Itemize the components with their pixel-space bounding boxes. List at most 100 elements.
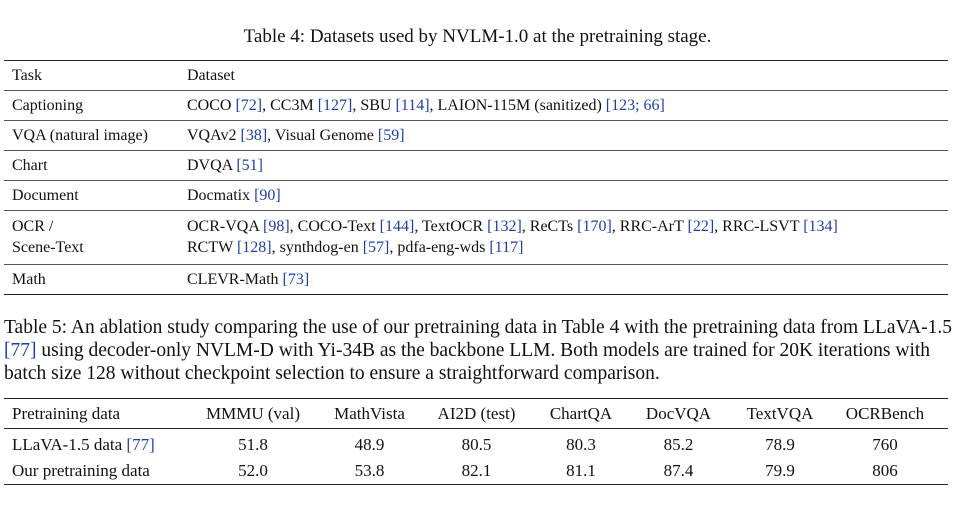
row-label: LLaVA-1.5 data [77]	[4, 435, 186, 455]
row-divider	[4, 150, 948, 151]
citation: [57]	[362, 239, 390, 256]
value-cell: 48.9	[354, 435, 385, 454]
value-cell: 51.8	[238, 435, 268, 454]
text-segment: , synthdog-en	[271, 239, 363, 256]
column-header: AI2D (test)	[437, 403, 516, 423]
citation: [22]	[687, 218, 715, 235]
text-segment: , TextOCR	[414, 218, 488, 235]
text-segment: Docmatix	[187, 186, 255, 204]
table-row: VQA (natural image) VQAv2 [38], Visual Ge…	[4, 121, 948, 150]
text-segment: VQAv2	[187, 126, 241, 144]
citation: [77]	[4, 340, 37, 361]
text-segment: COCO	[187, 96, 236, 114]
value-cell: 760	[872, 435, 898, 454]
row-divider	[4, 120, 948, 121]
text-segment: RCTW	[187, 239, 237, 256]
task-cell: VQA (natural image)	[12, 126, 148, 144]
citation: [117]	[489, 239, 524, 256]
task-line: Scene-Text	[12, 239, 84, 256]
table4-caption: Table 4: Datasets used by NVLM-1.0 at th…	[243, 26, 712, 47]
value-cell: 87.4	[663, 461, 694, 480]
table-row: Chart DVQA [51]	[4, 151, 948, 180]
row-divider	[4, 264, 948, 265]
text-segment: , RRC-LSVT	[714, 218, 804, 235]
text-segment: , CC3M	[262, 96, 318, 114]
table-row: Captioning COCO [72], CC3M [127], SBU [11…	[4, 91, 948, 120]
citation: [90]	[254, 186, 281, 204]
dataset-cell: OCR-VQA [98], COCO-Text [144], TextOCR […	[187, 216, 948, 258]
citation: [132]	[487, 218, 522, 235]
table-row: Math CLEVR-Math [73]	[4, 265, 948, 294]
text-segment: Table 5: An ablation study comparing the…	[4, 317, 953, 338]
dataset-cell: VQAv2 [38], Visual Genome [59]	[187, 127, 948, 145]
top-rule	[4, 398, 948, 399]
text-segment: , RRC-ArT	[611, 218, 688, 235]
value-cell: 53.8	[354, 461, 385, 480]
value-cell: 79.9	[765, 461, 795, 480]
table-row: Our pretraining data 52.0 53.8 82.1 81.1 87.4…	[4, 458, 948, 484]
header-task: Task	[12, 66, 42, 84]
citation: [144]	[379, 218, 415, 235]
value-cell: 806	[872, 461, 898, 480]
value-cell: 80.5	[461, 435, 492, 454]
task-line: OCR /	[12, 218, 54, 235]
row-divider	[4, 90, 948, 91]
citation: [38]	[240, 126, 268, 144]
bottom-rule	[4, 294, 948, 295]
task-cell: Chart	[12, 156, 48, 174]
text-segment: , pdfa-eng-wds	[389, 239, 490, 256]
citation: [51]	[236, 156, 263, 174]
dataset-cell: Docmatix [90]	[187, 187, 948, 205]
bottom-rule	[4, 484, 948, 485]
citation: [114]	[395, 96, 430, 114]
text-segment: , Visual Genome	[267, 126, 378, 144]
column-header: OCRBench	[845, 403, 925, 423]
citation: [127]	[317, 96, 353, 114]
mid-rule	[4, 428, 948, 429]
table4: Task Dataset Captioning COCO [72], CC3M […	[4, 60, 948, 295]
dataset-line: OCR-VQA [98], COCO-Text [144], TextOCR […	[187, 216, 948, 237]
value-cell: 52.0	[238, 461, 268, 480]
task-cell: Document	[12, 186, 79, 204]
text-segment: using decoder-only NVLM-D with Yi-34B as…	[4, 340, 931, 384]
row-label: Our pretraining data	[4, 461, 186, 481]
table-row: OCR / Scene-Text OCR-VQA [98], COCO-Text […	[4, 211, 948, 264]
citation: [73]	[282, 270, 310, 288]
text-segment: LLaVA-1.5 data	[12, 435, 127, 454]
text-segment: , SBU	[352, 96, 396, 114]
citation: [134]	[803, 218, 838, 235]
citation: [72]	[235, 96, 263, 114]
column-header: TextVQA	[746, 403, 814, 423]
table5-caption: Table 5: An ablation study comparing the…	[4, 316, 954, 385]
citation: [170]	[577, 218, 612, 235]
dataset-cell: CLEVR-Math [73]	[187, 271, 948, 289]
text-segment: , LAION-115M (sanitized)	[429, 96, 606, 114]
text-segment: , ReCTs	[521, 218, 578, 235]
task-cell: OCR / Scene-Text	[4, 216, 187, 258]
text-segment: , COCO-Text	[289, 218, 380, 235]
column-header: DocVQA	[645, 403, 712, 423]
text-segment: CLEVR-Math	[187, 270, 283, 288]
table-row: Document Docmatix [90]	[4, 181, 948, 210]
value-cell: 80.3	[566, 435, 596, 454]
text-segment: OCR-VQA	[187, 218, 264, 235]
citation: [59]	[377, 126, 405, 144]
row-divider	[4, 180, 948, 181]
task-cell: Math	[12, 270, 46, 288]
table5-header: Pretraining data MMMU (val) MathVista AI2D …	[4, 399, 948, 428]
value-cell: 81.1	[566, 461, 596, 480]
citation: [77]	[126, 435, 155, 454]
value-cell: 78.9	[765, 435, 795, 454]
table-row: LLaVA-1.5 data [77] 51.8 48.9 80.5 80.3 85.2 7…	[4, 432, 948, 458]
dataset-line: RCTW [128], synthdog-en [57], pdfa-eng-w…	[187, 237, 948, 258]
dataset-cell: COCO [72], CC3M [127], SBU [114], LAION-…	[187, 97, 948, 115]
citation: [123; 66]	[605, 96, 665, 114]
text-segment: Our pretraining data	[12, 461, 150, 480]
row-divider	[4, 210, 948, 211]
dataset-cell: DVQA [51]	[187, 157, 948, 175]
table5: Pretraining data MMMU (val) MathVista AI2D …	[4, 398, 948, 485]
value-cell: 85.2	[663, 435, 694, 454]
citation: [98]	[263, 218, 290, 235]
column-header: MMMU (val)	[206, 403, 300, 423]
table4-header: Task Dataset	[4, 61, 948, 90]
